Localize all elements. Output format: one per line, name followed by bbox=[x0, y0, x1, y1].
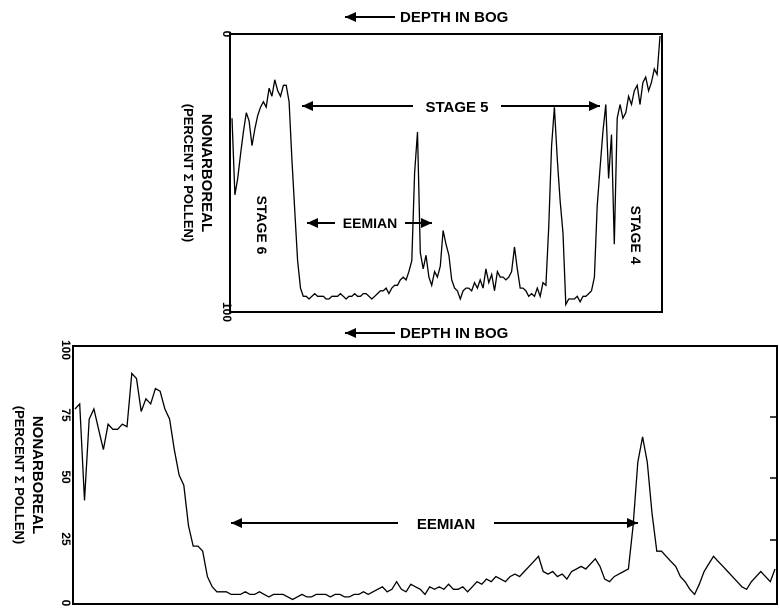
top-depth-label: DEPTH IN BOG bbox=[400, 9, 508, 26]
bottom-depth-label: DEPTH IN BOG bbox=[400, 325, 508, 342]
top-ytick-0: 0 bbox=[220, 31, 234, 38]
top-depth-arrowhead bbox=[345, 12, 356, 22]
bottom-chart: 0 25 50 75 100 NONARBOREAL (PERCENT Σ PO… bbox=[12, 340, 778, 607]
bottom-depth-arrowhead bbox=[345, 328, 356, 338]
bottom-ytick-75: 75 bbox=[59, 408, 73, 422]
top-eemian-arrowhead-left bbox=[307, 218, 318, 228]
bottom-ytick-0: 0 bbox=[59, 600, 73, 607]
bottom-ytick-100: 100 bbox=[59, 340, 73, 360]
top-ylabel-sub: (PERCENT Σ POLLEN) bbox=[181, 104, 196, 243]
top-series-line bbox=[231, 35, 661, 307]
bottom-eemian-arrowhead-right bbox=[627, 518, 638, 528]
top-ylabel: NONARBOREAL bbox=[198, 114, 215, 232]
stage5-arrowhead-left bbox=[302, 101, 313, 111]
top-plot-frame bbox=[229, 33, 663, 313]
stage6-label: STAGE 6 bbox=[254, 196, 270, 255]
top-eemian-arrowhead-right bbox=[421, 218, 432, 228]
bottom-plot-frame bbox=[72, 345, 778, 605]
bottom-ylabel-sub: (PERCENT Σ POLLEN) bbox=[12, 406, 27, 545]
bottom-series-line bbox=[74, 371, 776, 601]
stage4-label: STAGE 4 bbox=[628, 206, 644, 265]
top-eemian-label: EEMIAN bbox=[343, 215, 397, 231]
bottom-ytick-25: 25 bbox=[59, 532, 73, 546]
stage5-label: STAGE 5 bbox=[425, 99, 488, 116]
bottom-eemian-arrowhead-left bbox=[231, 518, 242, 528]
stage5-arrowhead-right bbox=[589, 101, 600, 111]
bottom-eemian-label: EEMIAN bbox=[417, 516, 475, 533]
bottom-ylabel: NONARBOREAL bbox=[29, 416, 46, 534]
top-chart: DEPTH IN BOG 0 100 NONARBOREAL (PERCENT … bbox=[181, 9, 663, 342]
bottom-ytick-50: 50 bbox=[59, 470, 73, 484]
top-ytick-100: 100 bbox=[220, 302, 234, 322]
